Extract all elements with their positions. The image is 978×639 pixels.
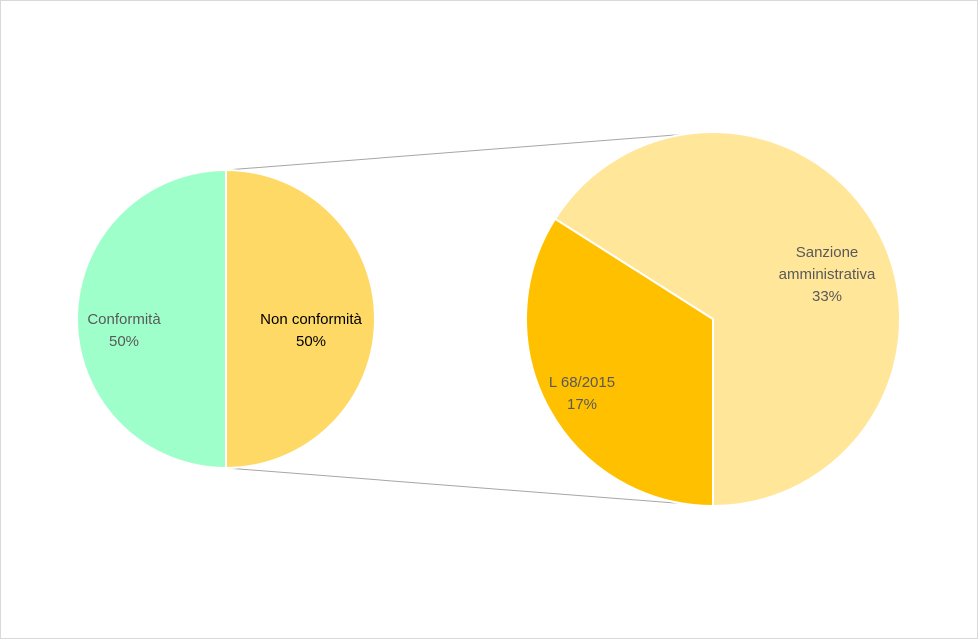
pie-slice bbox=[553, 131, 901, 508]
slice-label: Non conformità bbox=[260, 311, 362, 328]
pie-slice bbox=[225, 168, 376, 470]
connector-line bbox=[225, 131, 714, 171]
slice-label: Conformità bbox=[87, 311, 161, 328]
slice-value-label: 33% bbox=[812, 288, 842, 305]
slice-label: L 68/2015 bbox=[549, 374, 615, 391]
slice-value-label: 50% bbox=[296, 333, 326, 350]
connector-line bbox=[225, 467, 714, 507]
slice-label-line: Sanzione bbox=[796, 244, 859, 261]
pie-slice bbox=[525, 217, 714, 508]
slice-value-label: 50% bbox=[109, 333, 139, 350]
slice-label: Sanzione amministrativa bbox=[779, 244, 876, 283]
slice-value-label: 17% bbox=[567, 396, 597, 413]
slice-label-line: amministrativa bbox=[779, 266, 876, 283]
pie-slice bbox=[76, 168, 227, 470]
